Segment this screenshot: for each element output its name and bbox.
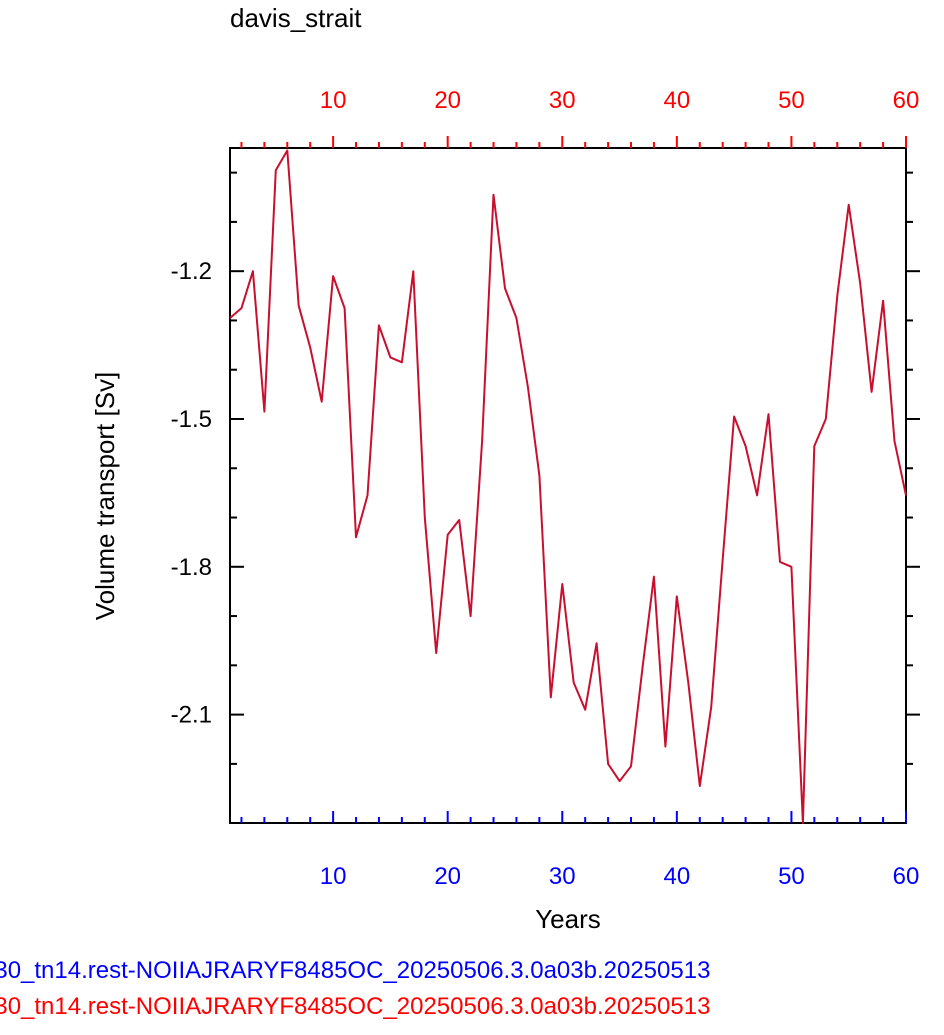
x-top-tick-label: 60: [893, 87, 920, 114]
x-axis-label: Years: [535, 904, 601, 934]
x-tick-label: 50: [778, 863, 805, 890]
y-tick-label: -1.8: [171, 554, 212, 581]
x-tick-label: 20: [434, 863, 461, 890]
series-line: [229, 149, 907, 824]
plot-area: 10 10 20 20 30 30 40 40 50 50 60 60 -1.2 -1.5 -1.8 -2.1: [171, 87, 920, 890]
x-top-tick-label: 30: [549, 87, 576, 114]
x-top-tick-label: 40: [663, 87, 690, 114]
legend-entry-1: e30_tn14.rest-NOIIAJRARYF8485OC_20250506…: [0, 957, 710, 984]
y-tick-label: -2.1: [171, 702, 212, 729]
x-top-tick-label: 20: [434, 87, 461, 114]
x-top-tick-label: 50: [778, 87, 805, 114]
legend-entry-2: e30_tn14.rest-NOIIAJRARYF8485OC_20250506…: [0, 993, 710, 1020]
x-tick-label: 30: [549, 863, 576, 890]
x-top-tick-label: 10: [320, 87, 347, 114]
plot-frame: [229, 147, 907, 824]
x-tick-label: 10: [320, 863, 347, 890]
x-tick-label: 60: [893, 863, 920, 890]
y-tick-label: -1.2: [171, 258, 212, 285]
x-tick-label: 40: [663, 863, 690, 890]
y-axis-label: Volume transport [Sv]: [90, 372, 120, 621]
chart-title: davis_strait: [230, 3, 362, 33]
y-tick-label: -1.5: [171, 406, 212, 433]
